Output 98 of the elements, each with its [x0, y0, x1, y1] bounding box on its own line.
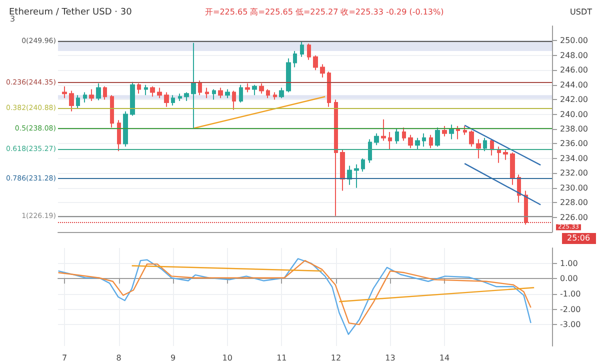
candlestick — [239, 84, 243, 104]
candlestick — [150, 86, 155, 98]
x-tick-label: 9 — [170, 354, 176, 362]
y-tick-label: 248.00 — [560, 50, 588, 60]
candlestick — [198, 80, 202, 96]
y-tick-label: 228.00 — [560, 198, 588, 208]
candlestick — [130, 81, 135, 116]
candlestick — [503, 149, 508, 160]
candlestick — [69, 90, 74, 112]
candlestick — [279, 87, 284, 99]
y-tick-label: -3.00 — [560, 320, 581, 330]
candlestick — [361, 158, 365, 172]
candlestick — [510, 152, 515, 186]
candlestick — [171, 94, 175, 106]
y-tick-label: 250.00 — [560, 36, 588, 46]
candlestick — [96, 82, 101, 101]
candlestick — [422, 132, 426, 148]
candlestick — [334, 99, 338, 216]
candlestick — [62, 86, 67, 99]
y-tick-label: 234.00 — [560, 154, 588, 163]
candlestick — [245, 82, 250, 93]
y-tick-label: -2.00 — [560, 304, 581, 314]
candlestick — [327, 71, 331, 108]
candlestick — [273, 92, 277, 100]
candlestick — [103, 86, 107, 100]
candlestick — [117, 120, 121, 152]
candlestick — [435, 127, 440, 148]
candlestick — [266, 88, 270, 99]
candlestick — [300, 40, 304, 58]
candlestick — [225, 88, 230, 99]
candlestick — [157, 87, 162, 99]
candlestick — [374, 132, 379, 146]
candlestick — [164, 92, 169, 108]
candlestick — [415, 137, 420, 150]
y-tick-label: 242.00 — [560, 95, 588, 104]
candlestick — [259, 82, 264, 94]
candlestick — [469, 130, 474, 148]
candlestick — [123, 110, 128, 148]
x-tick-label: 11 — [276, 354, 287, 362]
y-tick-label: 232.00 — [560, 168, 588, 178]
candlestick — [497, 146, 501, 164]
candlestick — [340, 149, 345, 192]
candlestick — [313, 54, 318, 71]
candlestick — [232, 90, 236, 110]
x-tick-label: 14 — [439, 354, 450, 362]
chart-subtitle: 开=225.65 高=225.65 低=225.27 收=225.33 -0.29 (-0.13%) — [205, 8, 444, 16]
candlestick — [320, 64, 325, 78]
candlestick — [381, 118, 386, 142]
candlestick — [76, 94, 80, 109]
candlestick — [456, 126, 460, 140]
y-tick-label: 1.00 — [560, 258, 578, 268]
candlestick — [307, 43, 311, 60]
candlestick — [252, 84, 257, 96]
candlestick — [212, 88, 216, 100]
candlestick — [137, 82, 141, 94]
x-tick-label: 7 — [62, 354, 68, 362]
candlestick — [178, 93, 182, 102]
candlestick — [442, 126, 447, 137]
candlestick — [408, 134, 413, 149]
candlestick — [354, 164, 359, 188]
x-tick-label: 12 — [330, 354, 342, 362]
candlestick — [483, 137, 487, 152]
text: 3 — [10, 14, 16, 24]
candlestick — [110, 94, 114, 128]
candlestick — [347, 165, 352, 186]
candlestick — [402, 127, 406, 142]
candlestick — [476, 138, 481, 159]
y-tick-label: 238.00 — [560, 124, 588, 134]
candlestick — [293, 50, 297, 68]
candlestick — [524, 190, 528, 226]
y-tick-label: 240.00 — [560, 110, 588, 119]
candlestick — [490, 138, 494, 156]
candlestick — [218, 87, 223, 99]
candlestick — [144, 84, 148, 96]
y-tick-label: 236.00 — [560, 139, 588, 148]
x-tick-label: 8 — [116, 354, 122, 362]
candlestick — [388, 131, 392, 150]
y-tick-label: 246.00 — [560, 66, 588, 75]
candlestick — [463, 126, 467, 136]
candlestick — [395, 128, 399, 144]
x-tick-label: 10 — [222, 354, 232, 362]
y-tick-label: 244.00 — [560, 80, 588, 90]
candlestick — [286, 58, 291, 93]
text: 25:06 — [567, 234, 590, 242]
y-axis-title: USDT — [570, 8, 592, 16]
y-tick-label: -1.00 — [560, 289, 581, 298]
y-tick-label: 226.00 — [560, 212, 588, 222]
candlestick — [429, 134, 433, 149]
candlestick — [368, 138, 372, 164]
candlestick — [449, 124, 454, 140]
candlestick — [191, 42, 196, 130]
y-tick-label: 230.00 — [560, 183, 588, 192]
candlestick — [184, 92, 189, 102]
candlestick — [205, 87, 209, 99]
x-tick-label: 13 — [385, 354, 396, 362]
y-tick-label: 0.00 — [560, 274, 578, 284]
candlestick — [89, 88, 94, 102]
candlestick — [83, 92, 87, 104]
